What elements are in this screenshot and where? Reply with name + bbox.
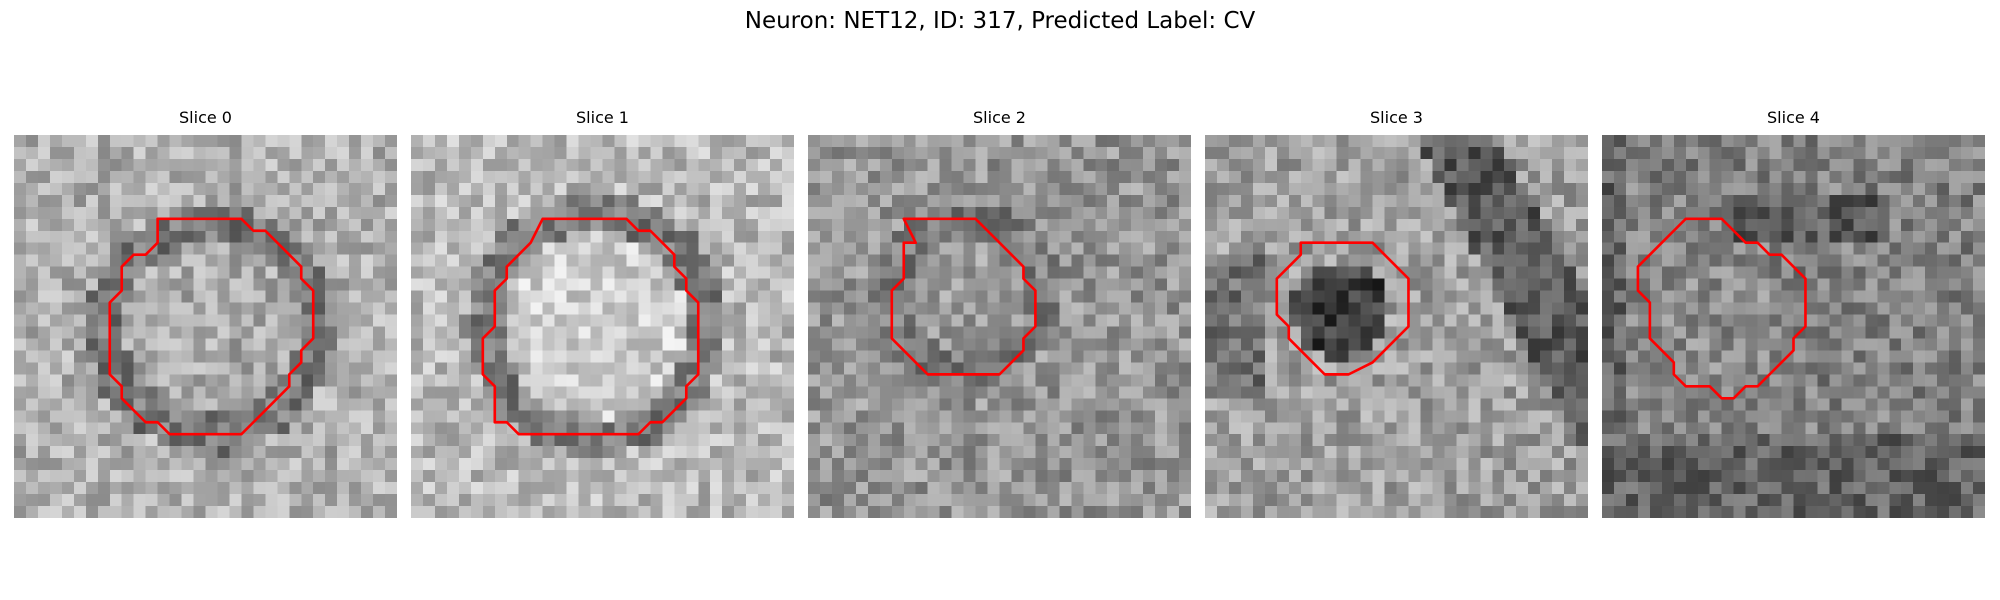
slice-title: Slice 0 — [179, 108, 232, 127]
slice-title: Slice 4 — [1767, 108, 1820, 127]
figure-title: Neuron: NET12, ID: 317, Predicted Label:… — [744, 8, 1256, 34]
cell-contour-overlay — [890, 217, 1037, 376]
cell-contour — [108, 217, 315, 436]
cell-contour — [481, 217, 700, 436]
cell-contour-overlay — [481, 217, 700, 436]
cell-contour-overlay — [1275, 241, 1410, 376]
cell-contour — [1275, 241, 1410, 376]
slice-title: Slice 2 — [973, 108, 1026, 127]
cell-contour-overlay — [108, 217, 315, 436]
slice-image — [14, 135, 397, 518]
slice-image — [1602, 135, 1985, 518]
slice-title: Slice 1 — [576, 108, 629, 127]
slice-image — [1205, 135, 1588, 518]
slice-title: Slice 3 — [1370, 108, 1423, 127]
slice-image — [808, 135, 1191, 518]
cell-contour — [890, 217, 1037, 376]
cell-contour — [1636, 217, 1807, 400]
slice-image — [411, 135, 794, 518]
cell-contour-overlay — [1636, 217, 1807, 400]
